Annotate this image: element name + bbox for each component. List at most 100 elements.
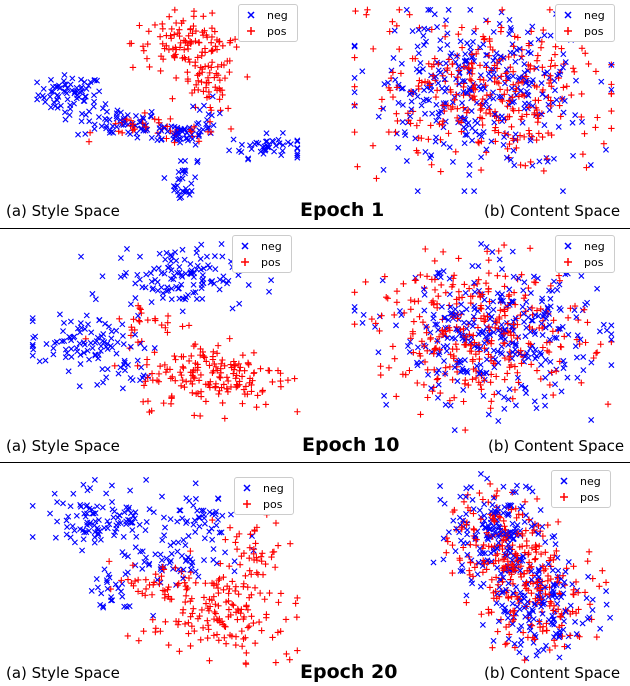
neg-point xyxy=(42,357,49,364)
neg-point xyxy=(600,321,607,328)
pos-point xyxy=(155,370,163,378)
neg-point xyxy=(472,117,479,124)
neg-point xyxy=(435,80,442,87)
pos-point xyxy=(501,523,508,530)
neg-point xyxy=(179,246,186,253)
pos-point xyxy=(597,341,604,348)
pos-point xyxy=(494,581,502,588)
neg-point xyxy=(501,134,508,141)
pos-point xyxy=(490,589,497,597)
pos-point xyxy=(233,372,240,379)
neg-point xyxy=(150,509,157,516)
neg-point xyxy=(602,146,609,153)
neg-point xyxy=(539,610,546,617)
pos-point xyxy=(211,608,218,616)
neg-point xyxy=(608,61,615,68)
pos-point xyxy=(203,31,210,39)
pos-point xyxy=(463,599,470,606)
neg-point xyxy=(266,288,273,295)
neg-point xyxy=(525,354,532,361)
pos-point xyxy=(426,82,433,89)
pos-point xyxy=(608,125,615,132)
neg-point xyxy=(414,344,421,351)
neg-point xyxy=(503,319,510,326)
neg-point xyxy=(102,320,108,327)
pos-point xyxy=(574,589,582,596)
neg-point xyxy=(544,69,551,76)
pos-point xyxy=(215,390,222,398)
epoch-20-style-legend: neg pos xyxy=(234,477,294,515)
neg-point xyxy=(133,533,140,540)
pos-point xyxy=(481,345,488,352)
pos-point xyxy=(569,608,576,615)
pos-point xyxy=(433,300,441,307)
pos-point xyxy=(523,542,531,550)
neg-point xyxy=(84,487,91,494)
pos-point xyxy=(543,627,550,634)
neg-point xyxy=(93,576,100,583)
neg-point xyxy=(121,272,128,279)
pos-point xyxy=(481,377,488,384)
pos-point xyxy=(206,657,213,664)
pos-point xyxy=(397,70,405,77)
pos-point xyxy=(236,367,243,374)
pos-point xyxy=(272,519,280,527)
pos-point xyxy=(139,398,147,405)
pos-point xyxy=(150,579,158,586)
pos-point xyxy=(550,607,557,614)
neg-point xyxy=(127,519,134,526)
neg-point xyxy=(434,269,441,276)
neg-point xyxy=(483,370,490,377)
pos-point xyxy=(203,358,210,365)
neg-point xyxy=(100,603,107,610)
neg-point xyxy=(60,500,66,507)
pos-point xyxy=(218,360,225,367)
neg-point xyxy=(134,271,141,278)
neg-point xyxy=(143,476,150,483)
neg-point xyxy=(431,11,438,18)
neg-point xyxy=(511,162,518,169)
pos-point xyxy=(539,133,546,141)
neg-point xyxy=(535,647,542,654)
pos-point xyxy=(557,343,564,350)
neg-point xyxy=(529,606,536,613)
pos-point xyxy=(200,594,208,601)
neg-point xyxy=(192,141,199,148)
neg-point xyxy=(158,493,165,500)
pos-point xyxy=(195,377,203,384)
pos-point xyxy=(224,377,232,385)
pos-point xyxy=(250,619,257,627)
pos-point xyxy=(248,388,255,395)
neg-point xyxy=(285,139,292,146)
pos-point xyxy=(487,405,494,412)
epoch-1-content-legend: neg pos xyxy=(555,4,615,42)
neg-point xyxy=(132,509,139,516)
neg-point xyxy=(546,321,553,328)
pos-point xyxy=(208,59,216,66)
pos-point xyxy=(244,360,252,367)
pos-point xyxy=(584,557,591,565)
pos-point xyxy=(431,346,438,353)
pos-point xyxy=(407,296,414,304)
pos-point xyxy=(208,48,215,55)
neg-point xyxy=(174,548,181,555)
pos-point xyxy=(231,36,239,43)
pos-point xyxy=(507,98,514,105)
pos-point xyxy=(482,82,489,89)
neg-point xyxy=(546,336,553,343)
pos-point xyxy=(118,577,125,584)
pos-marker-icon xyxy=(241,258,249,266)
neg-point xyxy=(91,529,98,536)
pos-point xyxy=(232,375,239,382)
neg-point xyxy=(490,306,497,313)
pos-point xyxy=(243,603,250,610)
pos-point xyxy=(185,574,193,582)
neg-point xyxy=(155,131,162,138)
neg-point xyxy=(176,507,183,514)
pos-point xyxy=(192,81,200,89)
neg-point xyxy=(500,483,507,490)
neg-point xyxy=(540,646,547,653)
pos-point xyxy=(232,587,239,595)
neg-point xyxy=(520,310,527,317)
pos-point xyxy=(218,618,226,625)
